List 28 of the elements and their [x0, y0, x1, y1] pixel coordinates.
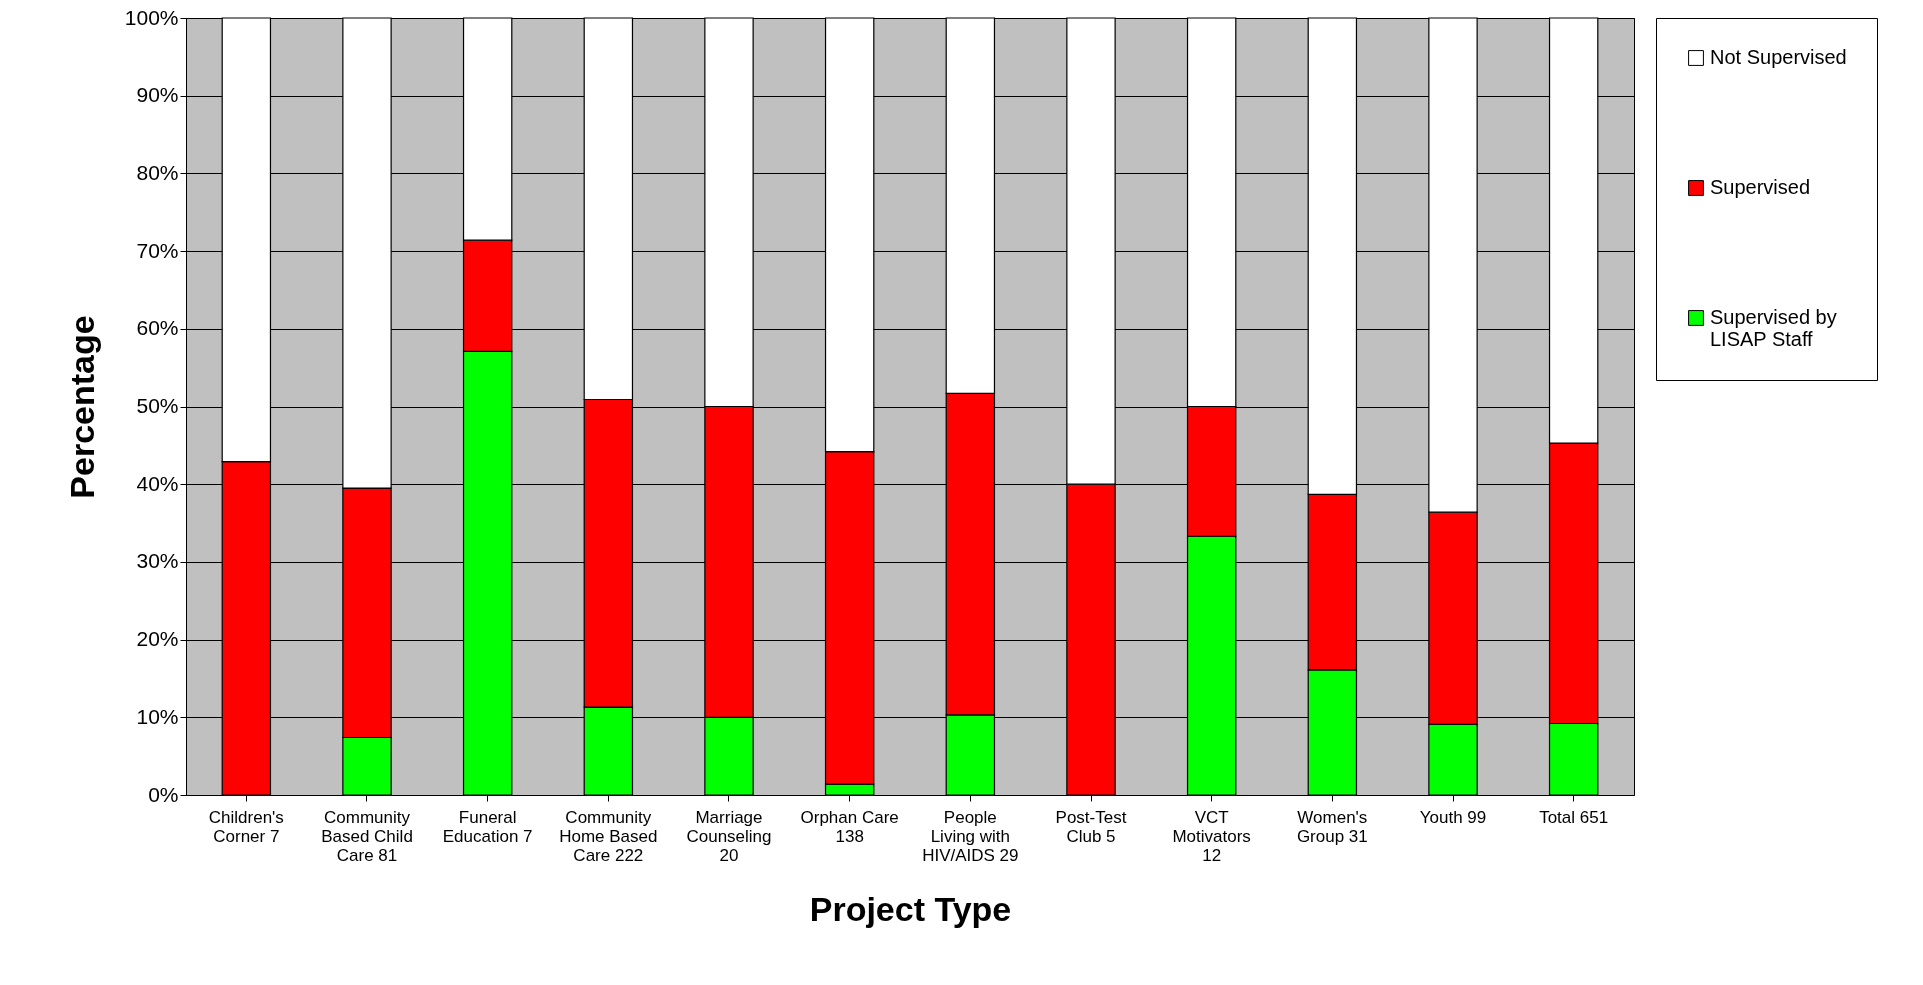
x-tick-label: Marriage Counseling 20: [686, 807, 772, 865]
y-tick-label: 30%: [136, 549, 179, 573]
y-tick-label: 40%: [136, 471, 179, 495]
x-axis-title: Project Type: [809, 889, 1012, 928]
x-tick-label: Community Home Based Care 222: [559, 807, 658, 865]
y-tick-label: 20%: [136, 627, 179, 651]
legend-label: Supervised by LISAP Staff: [1710, 306, 1837, 350]
legend-label: Not Supervised: [1710, 46, 1847, 68]
y-tick-label: 90%: [136, 83, 179, 107]
x-tick-label: People Living with HIV/AIDS 29: [922, 807, 1019, 865]
x-tick-label: VCT Motivators 12: [1172, 807, 1251, 865]
x-tick-label: Community Based Child Care 81: [321, 807, 413, 865]
x-tick-label: Total 651: [1539, 807, 1609, 827]
y-tick-label: 70%: [136, 238, 179, 262]
y-tick-label: 100%: [124, 5, 179, 29]
x-tick-label: Funeral Education 7: [442, 807, 533, 846]
y-tick-label: 60%: [136, 316, 179, 340]
y-axis-title: Percentage: [62, 315, 101, 499]
y-tick-label: 0%: [148, 782, 179, 806]
legend-label: Supervised: [1710, 176, 1811, 198]
x-tick-label: Orphan Care 138: [800, 807, 899, 846]
y-tick-label: 10%: [136, 704, 179, 728]
x-tick-label: Women's Group 31: [1296, 807, 1368, 846]
x-tick-label: Post-Test Club 5: [1055, 807, 1127, 846]
x-tick-label: Children's Corner 7: [208, 807, 284, 846]
y-tick-label: 80%: [136, 160, 179, 184]
x-tick-label: Youth 99: [1419, 807, 1487, 827]
y-tick-label: 50%: [136, 394, 179, 417]
